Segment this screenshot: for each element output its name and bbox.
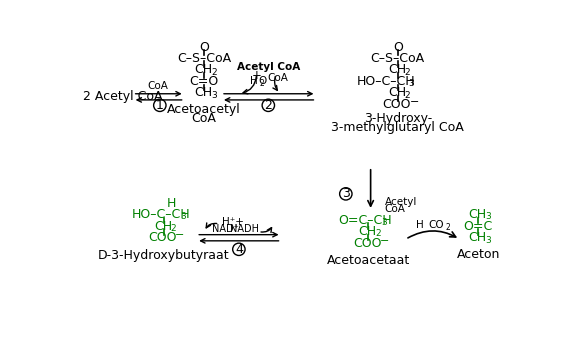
Text: NAD⁺: NAD⁺ xyxy=(212,224,239,234)
Text: 3-methylglutaryl CoA: 3-methylglutaryl CoA xyxy=(331,121,464,134)
Text: CH: CH xyxy=(194,63,212,76)
Text: 2: 2 xyxy=(211,68,217,77)
Text: CH: CH xyxy=(358,225,377,238)
Text: H⁺+: H⁺+ xyxy=(222,217,243,227)
Text: H: H xyxy=(167,197,176,210)
Text: 3: 3 xyxy=(486,213,491,221)
Text: 3: 3 xyxy=(211,91,217,100)
Text: 1: 1 xyxy=(156,99,164,112)
Text: COO: COO xyxy=(383,98,411,111)
Text: CH: CH xyxy=(388,63,406,76)
Text: 2: 2 xyxy=(264,99,272,112)
Text: −: − xyxy=(175,230,185,240)
Text: CH: CH xyxy=(194,87,212,99)
Text: C–S–CoA: C–S–CoA xyxy=(370,52,425,65)
Text: 3: 3 xyxy=(381,218,387,227)
Text: CoA: CoA xyxy=(267,72,288,82)
Text: COO: COO xyxy=(353,237,382,250)
Text: HO–C–CH: HO–C–CH xyxy=(357,75,416,88)
Text: CH: CH xyxy=(388,87,406,99)
Text: +: + xyxy=(252,69,262,82)
Text: −: − xyxy=(409,97,418,107)
Text: −: − xyxy=(380,236,390,246)
Text: COO: COO xyxy=(149,231,177,244)
Text: 2: 2 xyxy=(405,68,410,77)
Text: 2 Acetyl CoA: 2 Acetyl CoA xyxy=(83,90,162,104)
Text: CoA: CoA xyxy=(384,204,405,214)
Text: 2: 2 xyxy=(375,229,381,238)
Text: 3: 3 xyxy=(342,187,350,200)
Text: 2: 2 xyxy=(171,224,176,233)
Text: O: O xyxy=(199,41,209,54)
Text: HO–C–CH: HO–C–CH xyxy=(131,208,190,221)
Text: CoA: CoA xyxy=(191,112,216,125)
Text: 3: 3 xyxy=(408,79,414,88)
Text: CH: CH xyxy=(469,208,487,221)
Text: 3-Hydroxy-: 3-Hydroxy- xyxy=(364,112,432,125)
Text: 2: 2 xyxy=(259,79,264,88)
Text: Acetyl CoA: Acetyl CoA xyxy=(237,62,300,72)
Text: NADH: NADH xyxy=(230,224,259,234)
Text: 3: 3 xyxy=(181,213,187,221)
Text: 4: 4 xyxy=(235,243,243,256)
Text: C=O: C=O xyxy=(190,75,218,88)
Text: O: O xyxy=(259,77,267,87)
Text: O=C: O=C xyxy=(463,220,492,233)
Text: D-3-Hydroxybutyraat: D-3-Hydroxybutyraat xyxy=(98,249,229,262)
Text: H: H xyxy=(416,220,424,230)
Text: 2: 2 xyxy=(445,223,450,232)
Text: O=C–CH: O=C–CH xyxy=(338,214,392,227)
Text: Acetoacetyl: Acetoacetyl xyxy=(167,103,241,116)
Text: C–S–CoA: C–S–CoA xyxy=(177,52,231,65)
Text: CH: CH xyxy=(154,220,172,233)
Text: CH: CH xyxy=(469,231,487,244)
Text: CoA: CoA xyxy=(147,81,168,91)
Text: 2: 2 xyxy=(405,91,410,100)
Text: Aceton: Aceton xyxy=(457,248,500,261)
Text: 3: 3 xyxy=(486,236,491,245)
Text: CO: CO xyxy=(429,220,444,230)
Text: Acetoacetaat: Acetoacetaat xyxy=(327,254,410,267)
Text: H: H xyxy=(250,77,257,87)
Text: O: O xyxy=(393,41,403,54)
Text: Acetyl: Acetyl xyxy=(384,197,417,207)
